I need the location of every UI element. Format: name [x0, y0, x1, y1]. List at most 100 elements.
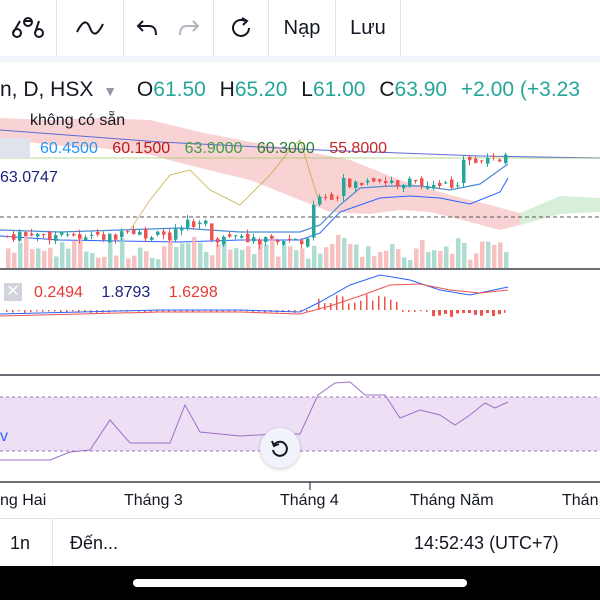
candle-body	[396, 180, 400, 187]
candlesticks	[6, 152, 508, 250]
volume-bar	[72, 240, 77, 268]
macd-bar	[324, 303, 326, 310]
undo-button[interactable]	[124, 0, 170, 56]
volume-bar	[474, 253, 479, 268]
toolbar-divider	[123, 0, 124, 56]
macd-signal-line	[0, 283, 509, 317]
macd-bar	[444, 310, 447, 314]
macd-bar	[330, 303, 332, 310]
chart-canvas[interactable]	[0, 62, 600, 516]
candle-body	[132, 229, 136, 234]
bottom-toolbar: 1n Đến... 14:52:43 (UTC+7)	[0, 518, 600, 567]
reload-button[interactable]	[214, 0, 268, 56]
reset-icon	[271, 440, 288, 457]
candle-body	[480, 160, 484, 162]
macd-bar	[366, 294, 368, 310]
macd-bar	[78, 310, 80, 313]
macd-bar	[342, 296, 344, 310]
volume-bar	[462, 242, 467, 268]
macd-bar	[504, 310, 506, 313]
candle-body	[48, 231, 52, 241]
indicator-settings-icon[interactable]	[0, 138, 30, 158]
macd-bar	[30, 310, 32, 313]
volume-bar	[330, 243, 335, 268]
candle-body	[456, 185, 460, 187]
macd-bar	[42, 310, 44, 312]
macd-bar	[360, 300, 362, 310]
volume-bar	[276, 256, 281, 268]
lower-band-line	[0, 177, 509, 243]
macd-bar	[114, 310, 116, 312]
candle-body	[216, 238, 220, 243]
macd-bar	[486, 310, 489, 314]
high-value: 65.20	[234, 78, 288, 101]
candle-body	[180, 228, 184, 231]
symbol-legend[interactable]: n, D, HSX ▼ O61.50 H65.20 L61.00 C63.90 …	[0, 78, 580, 102]
candle-body	[30, 233, 34, 236]
volume-bar	[456, 238, 461, 268]
volume-bar	[120, 238, 125, 268]
macd-bar	[438, 310, 441, 316]
volume-bar	[390, 244, 395, 268]
volume-bar	[180, 243, 185, 268]
save-button[interactable]: Lưu	[350, 16, 386, 39]
open-label: O	[136, 78, 154, 101]
timezone-clock[interactable]: 14:52:43 (UTC+7)	[414, 533, 559, 553]
candle-body	[336, 197, 340, 199]
reset-chart-button[interactable]	[260, 428, 300, 468]
macd-bar	[378, 295, 380, 310]
ichimoku-value: 60.4500	[40, 140, 98, 157]
macd-bar	[210, 310, 212, 313]
macd-bar	[54, 310, 56, 312]
macd-value: 1.8793	[101, 284, 151, 301]
candle-body	[54, 235, 58, 241]
macd-bar	[492, 310, 495, 317]
volume-bar	[360, 256, 365, 268]
macd-bar	[420, 310, 422, 312]
candle-body	[330, 194, 334, 200]
change-value: +2.00 (+3.23	[460, 78, 581, 101]
volume-bar	[168, 236, 173, 268]
low-label: L	[301, 78, 313, 101]
line-tool-button[interactable]	[57, 0, 123, 56]
macd-bar	[240, 310, 242, 312]
candle-body	[204, 220, 208, 224]
close-icon[interactable]: ✕	[4, 283, 22, 301]
goto-date-button[interactable]: Đến...	[70, 533, 119, 553]
volume-bars	[6, 235, 509, 268]
reload-icon	[232, 17, 250, 37]
load-button[interactable]: Nạp	[283, 16, 321, 39]
candle-body	[312, 204, 316, 238]
xaxis-label: Thán	[562, 492, 599, 509]
macd-line	[0, 274, 509, 315]
chevron-down-icon[interactable]: ▼	[103, 83, 118, 99]
home-indicator[interactable]	[133, 579, 467, 587]
symbol-name[interactable]: n, D, HSX	[0, 78, 94, 101]
rsi-label-fragment: v	[0, 428, 8, 445]
redo-button[interactable]	[166, 0, 212, 56]
macd-bar	[144, 310, 146, 313]
volume-bar	[384, 250, 389, 268]
chikou-line	[129, 139, 321, 231]
upper-band-line	[0, 129, 600, 159]
macd-bar	[414, 310, 416, 313]
volume-bar	[318, 253, 323, 268]
candle-body	[252, 237, 256, 242]
macd-bar	[168, 310, 170, 313]
candle-body	[300, 240, 304, 245]
volume-bar	[108, 241, 113, 268]
macd-bar	[456, 310, 459, 314]
macd-bar	[162, 310, 164, 312]
volume-bar	[432, 250, 437, 268]
volume-bar	[324, 247, 329, 268]
candle-body	[138, 231, 142, 235]
volume-bar	[90, 253, 95, 268]
indicators-button[interactable]	[0, 0, 56, 56]
volume-bar	[408, 259, 413, 268]
bb-value: 63.0747	[0, 169, 58, 186]
volume-bar	[150, 257, 155, 268]
interval-button[interactable]: 1n	[10, 533, 31, 553]
volume-bar	[336, 235, 341, 268]
candle-body	[222, 236, 226, 245]
volume-bar	[60, 242, 65, 268]
